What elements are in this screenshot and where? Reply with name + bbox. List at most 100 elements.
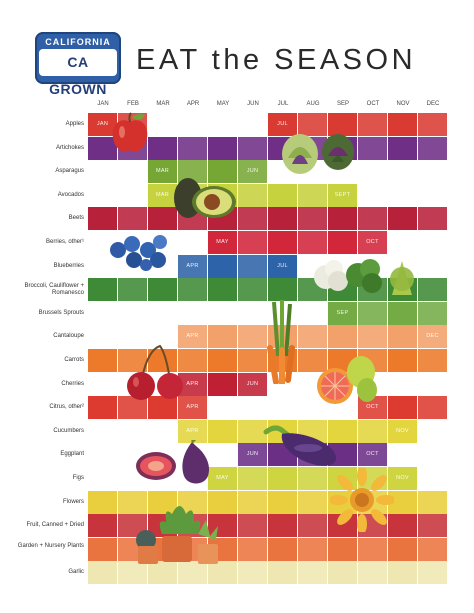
blueberries-icon [110, 235, 167, 271]
season-cell [238, 467, 267, 490]
season-cell [148, 349, 177, 372]
poster-title: EAT the SEASON [136, 44, 417, 76]
season-cell [418, 396, 447, 420]
season-cell [298, 537, 327, 561]
season-month-tag: APR [186, 427, 199, 434]
apple-icon [112, 112, 148, 152]
cherries-icon [127, 344, 183, 400]
month-label: MAY [216, 101, 230, 107]
produce-label: Blueberries [53, 262, 84, 269]
season-month-tag: JUL [277, 262, 288, 269]
season-cell [298, 113, 327, 136]
month-label: MAR [156, 101, 170, 107]
season-month-tag: OCT [366, 451, 379, 458]
season-cell [178, 561, 207, 585]
eggplant-icon [263, 425, 336, 466]
produce-label: Garlic [68, 569, 84, 576]
produce-row: Berries, other¹ MAY OCT [0, 231, 474, 254]
season-cell [328, 301, 357, 325]
month-header: JAN FEB MAR APR MAY JUN JUL AUG SEP OCT NOV DEC [88, 101, 448, 111]
season-cell [328, 325, 357, 349]
season-cell [358, 325, 387, 349]
season-cell [268, 254, 297, 278]
logo-state-text: CALIFORNIA [45, 37, 111, 47]
season-cell [358, 419, 387, 443]
produce-row: Apples JAN JUL [0, 113, 474, 136]
season-cell [208, 467, 237, 490]
vegetables-icon [314, 259, 414, 295]
produce-label: Beets [68, 215, 84, 222]
season-cell [118, 490, 147, 514]
season-month-tag: OCT [366, 239, 379, 245]
season-month-tag: JUN [246, 380, 259, 387]
produce-row: Cantaloupe APR DEC [0, 325, 474, 349]
month-label: NOV [396, 101, 410, 107]
season-cell [328, 419, 357, 443]
season-month-tag: NOV [396, 427, 409, 434]
season-cell [238, 325, 267, 349]
produce-row: Citrus, other² APR OCT [0, 396, 474, 420]
season-cell [118, 396, 147, 420]
season-cell [148, 136, 177, 160]
produce-label: Carrots [64, 357, 84, 363]
season-cell [118, 207, 147, 231]
season-cell [388, 490, 417, 514]
season-cell [208, 278, 237, 302]
season-month-tag: JUL [277, 121, 288, 127]
season-cell [238, 561, 267, 585]
season-cell [88, 561, 117, 585]
season-cell [178, 325, 207, 349]
produce-row: Garlic [0, 561, 474, 585]
season-cell [88, 207, 117, 231]
season-cell [268, 231, 297, 254]
season-cell [388, 113, 417, 136]
season-cell [88, 514, 117, 538]
season-cell [88, 278, 117, 302]
season-cell [88, 490, 117, 514]
produce-label: Cucumbers [53, 427, 84, 434]
season-cell [418, 278, 447, 302]
season-month-tag: APR [186, 262, 199, 269]
season-cell [148, 183, 177, 207]
season-cell [88, 537, 117, 561]
season-cell [268, 183, 297, 207]
season-cell [238, 419, 267, 443]
season-cell [88, 136, 117, 160]
succulent-plants-icon [136, 506, 218, 564]
season-cell [418, 514, 447, 538]
season-cell [298, 561, 327, 585]
season-cell [238, 136, 267, 160]
season-cell [358, 231, 387, 254]
season-month-tag: APR [186, 380, 199, 387]
asparagus-icon [267, 300, 295, 384]
season-cell [328, 183, 357, 207]
month-label: SEP [336, 101, 349, 107]
season-cell [208, 325, 237, 349]
season-cell [298, 490, 327, 514]
season-cell [238, 443, 267, 467]
season-month-tag: MAY [216, 239, 229, 245]
season-cell [358, 561, 387, 585]
season-cell [298, 467, 327, 490]
season-cell [238, 254, 267, 278]
season-cell [208, 231, 237, 254]
produce-label: Brussels Sprouts [38, 309, 84, 316]
season-cell [178, 349, 207, 372]
produce-label: Artichokes [55, 144, 84, 151]
season-cell [418, 113, 447, 136]
month-label: APR [186, 101, 200, 107]
season-cell [268, 467, 297, 490]
month-label: FEB [127, 101, 139, 107]
season-month-tag: OCT [366, 404, 379, 411]
produce-row: Cherries APR JUN [0, 372, 474, 396]
produce-label: Avocados [57, 191, 84, 198]
ca-grown-logo: CALIFORNIA CA GROWN [35, 32, 121, 97]
produce-row: Carrots [0, 349, 474, 372]
season-cell [208, 561, 237, 585]
produce-label: Cherries [61, 380, 84, 387]
month-label: JAN [97, 101, 109, 107]
season-cell [118, 514, 147, 538]
season-cell [238, 349, 267, 372]
season-month-tag: SEP [336, 309, 349, 316]
